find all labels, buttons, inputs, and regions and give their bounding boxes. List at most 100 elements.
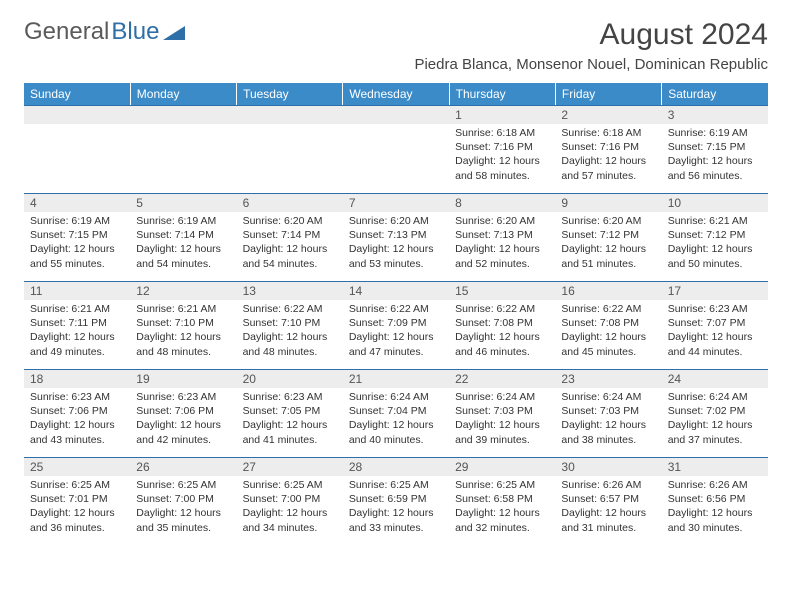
day-number: 27 [237, 457, 343, 476]
calendar-day-cell: 13Sunrise: 6:22 AMSunset: 7:10 PMDayligh… [237, 281, 343, 369]
calendar-day-cell: 21Sunrise: 6:24 AMSunset: 7:04 PMDayligh… [343, 369, 449, 457]
day-content: Sunrise: 6:21 AMSunset: 7:12 PMDaylight:… [662, 212, 768, 275]
location-text: Piedra Blanca, Monsenor Nouel, Dominican… [414, 56, 768, 73]
day-number: 1 [449, 105, 555, 124]
calendar-day-cell: 26Sunrise: 6:25 AMSunset: 7:00 PMDayligh… [130, 457, 236, 545]
calendar-day-cell: 25Sunrise: 6:25 AMSunset: 7:01 PMDayligh… [24, 457, 130, 545]
weekday-header: Monday [130, 83, 236, 105]
day-content: Sunrise: 6:22 AMSunset: 7:08 PMDaylight:… [449, 300, 555, 363]
day-number: 29 [449, 457, 555, 476]
calendar-day-cell [24, 105, 130, 193]
day-number: 17 [662, 281, 768, 300]
page-header: GeneralBlue August 2024 Piedra Blanca, M… [24, 18, 768, 73]
day-content: Sunrise: 6:23 AMSunset: 7:05 PMDaylight:… [237, 388, 343, 451]
calendar-week-row: 18Sunrise: 6:23 AMSunset: 7:06 PMDayligh… [24, 369, 768, 457]
day-number: 16 [555, 281, 661, 300]
calendar-day-cell: 19Sunrise: 6:23 AMSunset: 7:06 PMDayligh… [130, 369, 236, 457]
day-number: 30 [555, 457, 661, 476]
brand-logo: GeneralBlue [24, 18, 185, 46]
calendar-day-cell: 29Sunrise: 6:25 AMSunset: 6:58 PMDayligh… [449, 457, 555, 545]
calendar-week-row: 4Sunrise: 6:19 AMSunset: 7:15 PMDaylight… [24, 193, 768, 281]
calendar-day-cell: 16Sunrise: 6:22 AMSunset: 7:08 PMDayligh… [555, 281, 661, 369]
day-content: Sunrise: 6:20 AMSunset: 7:13 PMDaylight:… [343, 212, 449, 275]
day-number: 3 [662, 105, 768, 124]
calendar-day-cell: 1Sunrise: 6:18 AMSunset: 7:16 PMDaylight… [449, 105, 555, 193]
calendar-day-cell: 9Sunrise: 6:20 AMSunset: 7:12 PMDaylight… [555, 193, 661, 281]
calendar-day-cell: 3Sunrise: 6:19 AMSunset: 7:15 PMDaylight… [662, 105, 768, 193]
brand-triangle-icon [163, 24, 185, 40]
day-content: Sunrise: 6:24 AMSunset: 7:03 PMDaylight:… [555, 388, 661, 451]
day-content: Sunrise: 6:23 AMSunset: 7:06 PMDaylight:… [130, 388, 236, 451]
calendar-day-cell: 31Sunrise: 6:26 AMSunset: 6:56 PMDayligh… [662, 457, 768, 545]
day-content: Sunrise: 6:26 AMSunset: 6:57 PMDaylight:… [555, 476, 661, 539]
calendar-day-cell: 5Sunrise: 6:19 AMSunset: 7:14 PMDaylight… [130, 193, 236, 281]
day-number: 13 [237, 281, 343, 300]
day-content: Sunrise: 6:19 AMSunset: 7:14 PMDaylight:… [130, 212, 236, 275]
day-number: 9 [555, 193, 661, 212]
day-number: 5 [130, 193, 236, 212]
day-content: Sunrise: 6:19 AMSunset: 7:15 PMDaylight:… [24, 212, 130, 275]
day-number-empty [237, 105, 343, 124]
day-content: Sunrise: 6:20 AMSunset: 7:14 PMDaylight:… [237, 212, 343, 275]
day-content: Sunrise: 6:23 AMSunset: 7:06 PMDaylight:… [24, 388, 130, 451]
calendar-day-cell [130, 105, 236, 193]
day-number: 26 [130, 457, 236, 476]
weekday-header: Tuesday [237, 83, 343, 105]
day-content: Sunrise: 6:18 AMSunset: 7:16 PMDaylight:… [449, 124, 555, 187]
day-content: Sunrise: 6:22 AMSunset: 7:09 PMDaylight:… [343, 300, 449, 363]
day-number: 4 [24, 193, 130, 212]
calendar-table: SundayMondayTuesdayWednesdayThursdayFrid… [24, 83, 768, 545]
calendar-day-cell: 30Sunrise: 6:26 AMSunset: 6:57 PMDayligh… [555, 457, 661, 545]
day-content: Sunrise: 6:18 AMSunset: 7:16 PMDaylight:… [555, 124, 661, 187]
calendar-day-cell: 6Sunrise: 6:20 AMSunset: 7:14 PMDaylight… [237, 193, 343, 281]
day-number: 18 [24, 369, 130, 388]
day-content: Sunrise: 6:26 AMSunset: 6:56 PMDaylight:… [662, 476, 768, 539]
calendar-day-cell: 22Sunrise: 6:24 AMSunset: 7:03 PMDayligh… [449, 369, 555, 457]
weekday-header: Saturday [662, 83, 768, 105]
calendar-day-cell: 7Sunrise: 6:20 AMSunset: 7:13 PMDaylight… [343, 193, 449, 281]
day-number: 10 [662, 193, 768, 212]
calendar-day-cell: 24Sunrise: 6:24 AMSunset: 7:02 PMDayligh… [662, 369, 768, 457]
day-number: 11 [24, 281, 130, 300]
day-number-empty [24, 105, 130, 124]
calendar-week-row: 11Sunrise: 6:21 AMSunset: 7:11 PMDayligh… [24, 281, 768, 369]
day-number: 12 [130, 281, 236, 300]
day-number-empty [130, 105, 236, 124]
day-number: 25 [24, 457, 130, 476]
title-block: August 2024 Piedra Blanca, Monsenor Noue… [414, 18, 768, 73]
calendar-day-cell: 20Sunrise: 6:23 AMSunset: 7:05 PMDayligh… [237, 369, 343, 457]
day-content: Sunrise: 6:24 AMSunset: 7:04 PMDaylight:… [343, 388, 449, 451]
day-number-empty [343, 105, 449, 124]
day-number: 20 [237, 369, 343, 388]
brand-part2: Blue [111, 18, 159, 46]
month-title: August 2024 [414, 18, 768, 52]
day-content: Sunrise: 6:19 AMSunset: 7:15 PMDaylight:… [662, 124, 768, 187]
day-number: 15 [449, 281, 555, 300]
day-number: 28 [343, 457, 449, 476]
calendar-day-cell: 2Sunrise: 6:18 AMSunset: 7:16 PMDaylight… [555, 105, 661, 193]
weekday-header: Wednesday [343, 83, 449, 105]
calendar-day-cell: 11Sunrise: 6:21 AMSunset: 7:11 PMDayligh… [24, 281, 130, 369]
brand-part1: General [24, 18, 109, 46]
calendar-day-cell: 8Sunrise: 6:20 AMSunset: 7:13 PMDaylight… [449, 193, 555, 281]
day-content: Sunrise: 6:20 AMSunset: 7:13 PMDaylight:… [449, 212, 555, 275]
calendar-day-cell [237, 105, 343, 193]
weekday-header: Friday [555, 83, 661, 105]
calendar-day-cell: 18Sunrise: 6:23 AMSunset: 7:06 PMDayligh… [24, 369, 130, 457]
day-number: 2 [555, 105, 661, 124]
calendar-day-cell: 12Sunrise: 6:21 AMSunset: 7:10 PMDayligh… [130, 281, 236, 369]
day-number: 21 [343, 369, 449, 388]
day-content: Sunrise: 6:24 AMSunset: 7:03 PMDaylight:… [449, 388, 555, 451]
weekday-header-row: SundayMondayTuesdayWednesdayThursdayFrid… [24, 83, 768, 105]
day-number: 14 [343, 281, 449, 300]
calendar-day-cell: 10Sunrise: 6:21 AMSunset: 7:12 PMDayligh… [662, 193, 768, 281]
calendar-day-cell: 15Sunrise: 6:22 AMSunset: 7:08 PMDayligh… [449, 281, 555, 369]
day-number: 8 [449, 193, 555, 212]
calendar-day-cell: 28Sunrise: 6:25 AMSunset: 6:59 PMDayligh… [343, 457, 449, 545]
calendar-body: 1Sunrise: 6:18 AMSunset: 7:16 PMDaylight… [24, 105, 768, 545]
day-number: 19 [130, 369, 236, 388]
day-content: Sunrise: 6:23 AMSunset: 7:07 PMDaylight:… [662, 300, 768, 363]
day-number: 6 [237, 193, 343, 212]
day-number: 7 [343, 193, 449, 212]
day-content: Sunrise: 6:24 AMSunset: 7:02 PMDaylight:… [662, 388, 768, 451]
